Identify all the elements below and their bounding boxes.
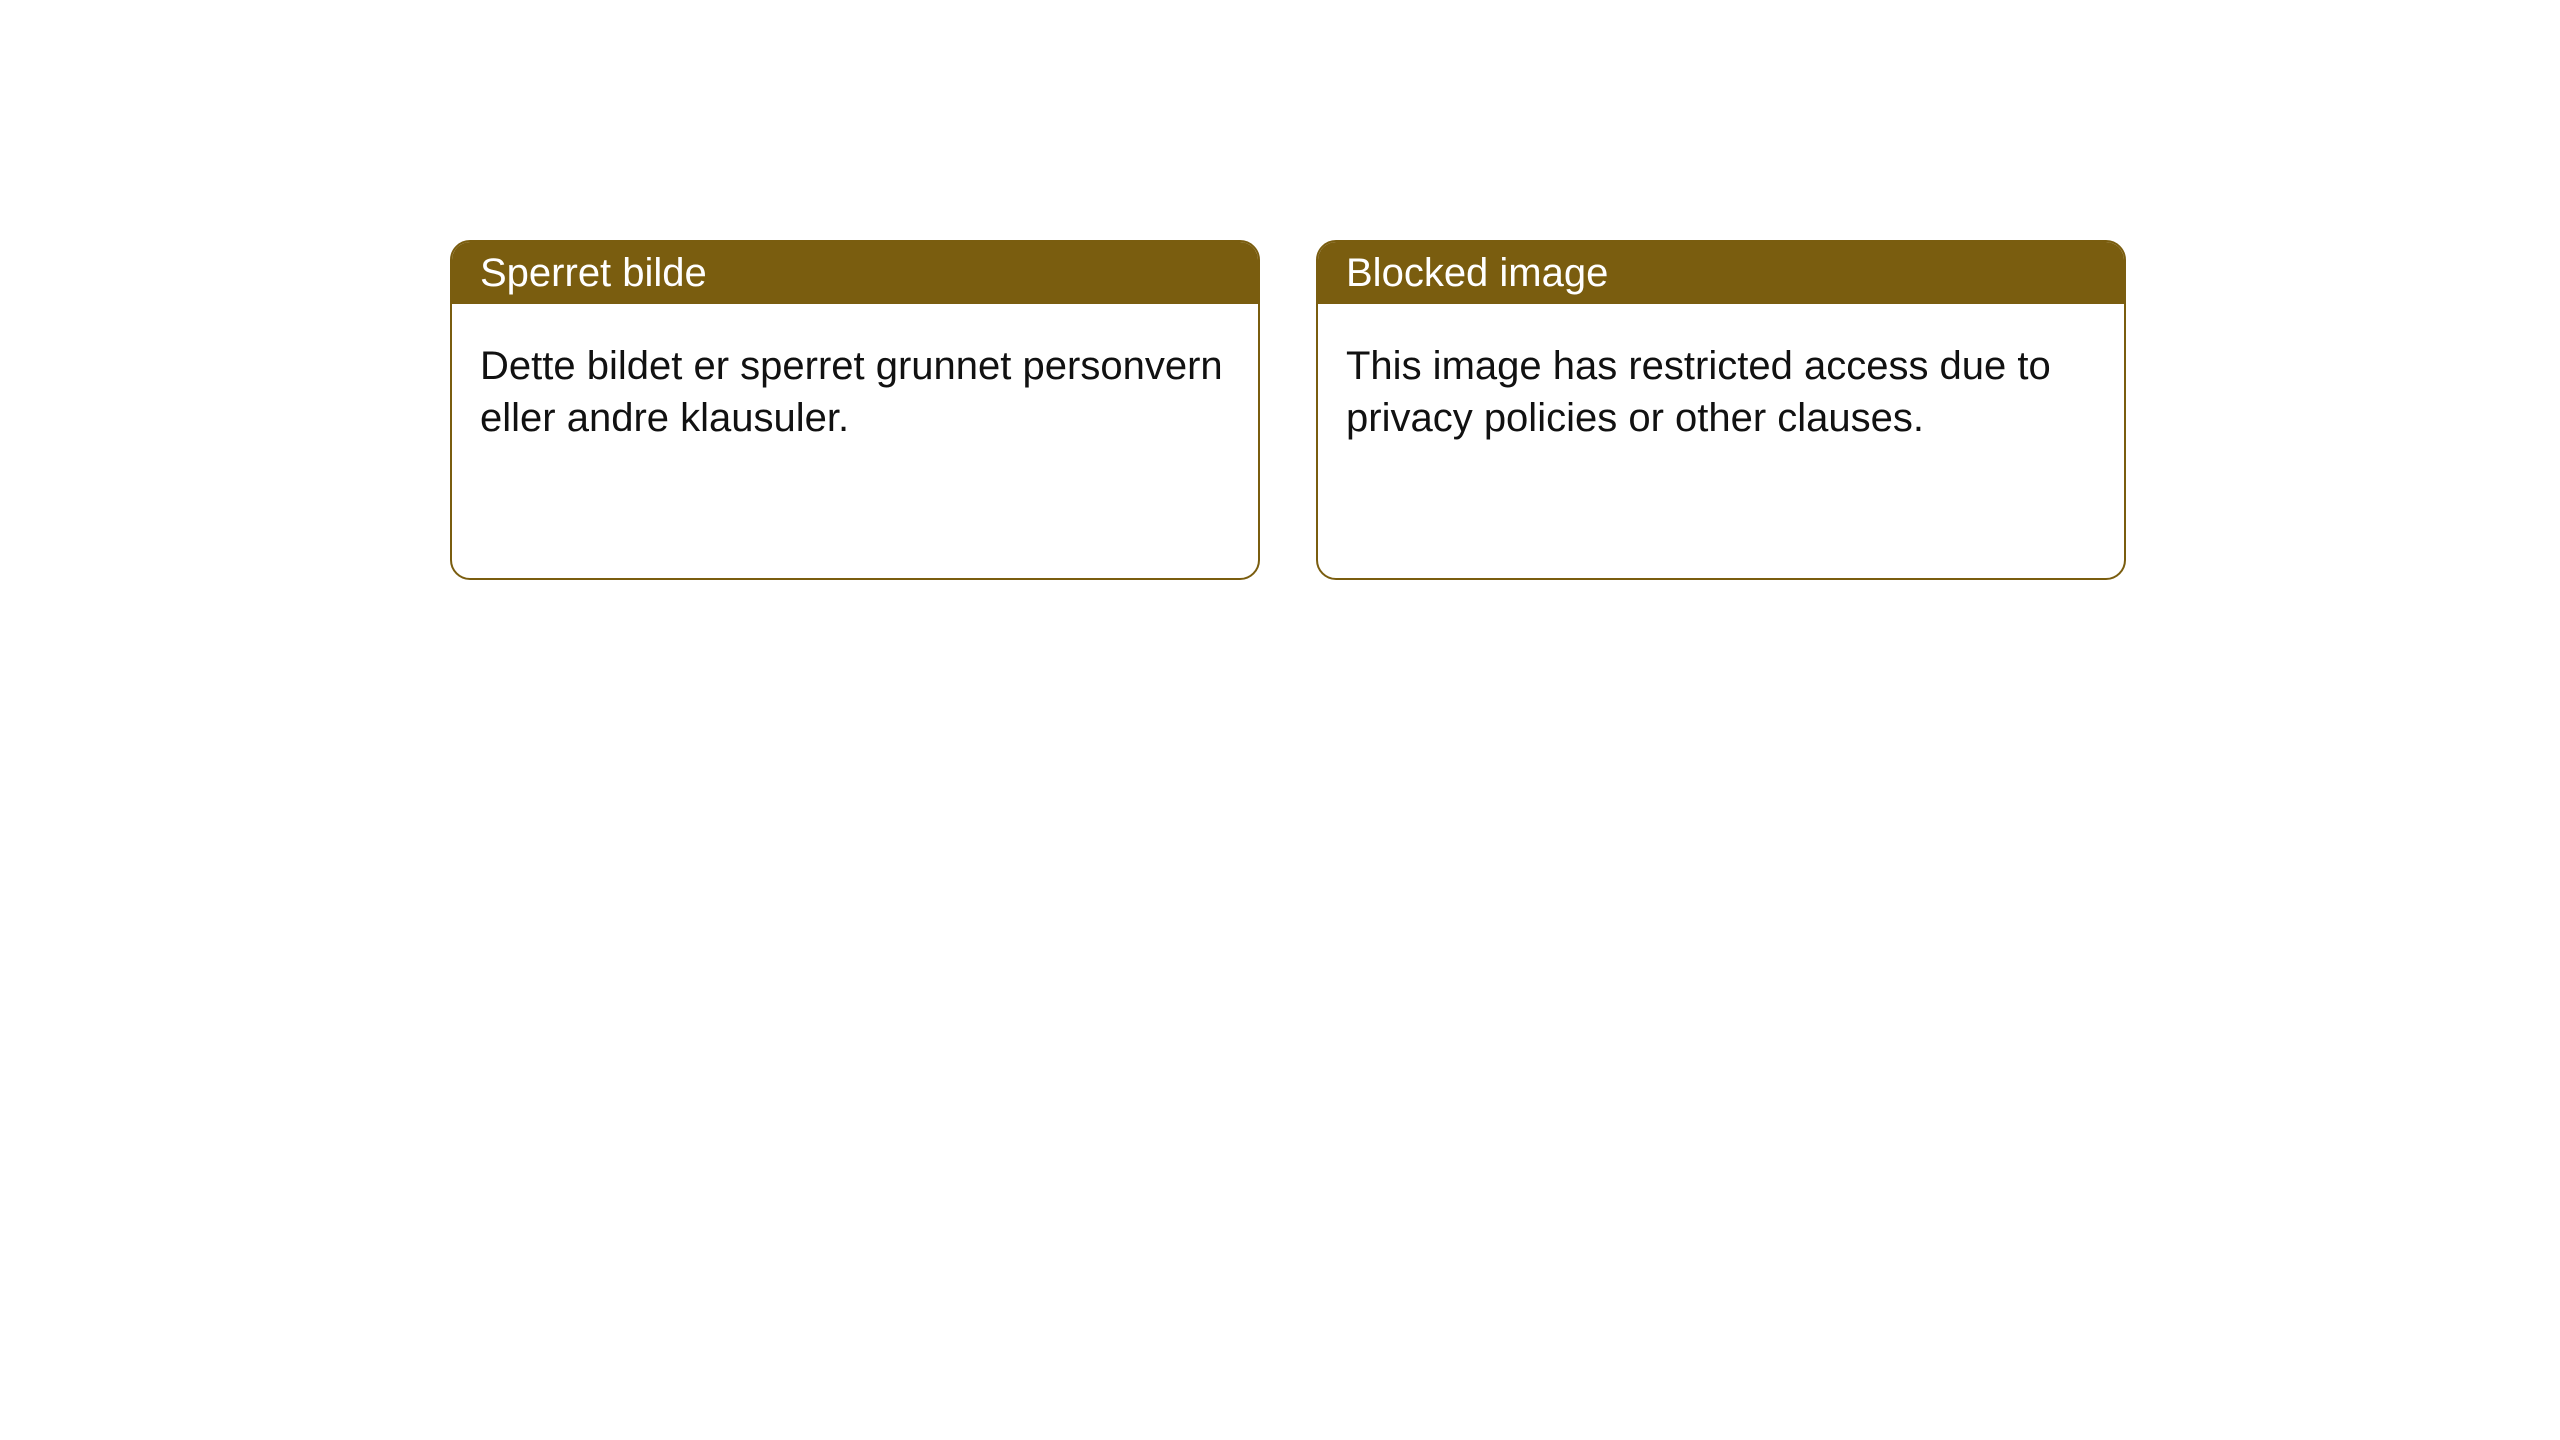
notice-card-english: Blocked image This image has restricted … <box>1316 240 2126 580</box>
notice-card-norwegian: Sperret bilde Dette bildet er sperret gr… <box>450 240 1260 580</box>
notice-body-norwegian: Dette bildet er sperret grunnet personve… <box>452 304 1258 480</box>
notice-body-english: This image has restricted access due to … <box>1318 304 2124 480</box>
notice-title-norwegian: Sperret bilde <box>452 242 1258 304</box>
notice-title-english: Blocked image <box>1318 242 2124 304</box>
notice-container: Sperret bilde Dette bildet er sperret gr… <box>450 240 2126 580</box>
